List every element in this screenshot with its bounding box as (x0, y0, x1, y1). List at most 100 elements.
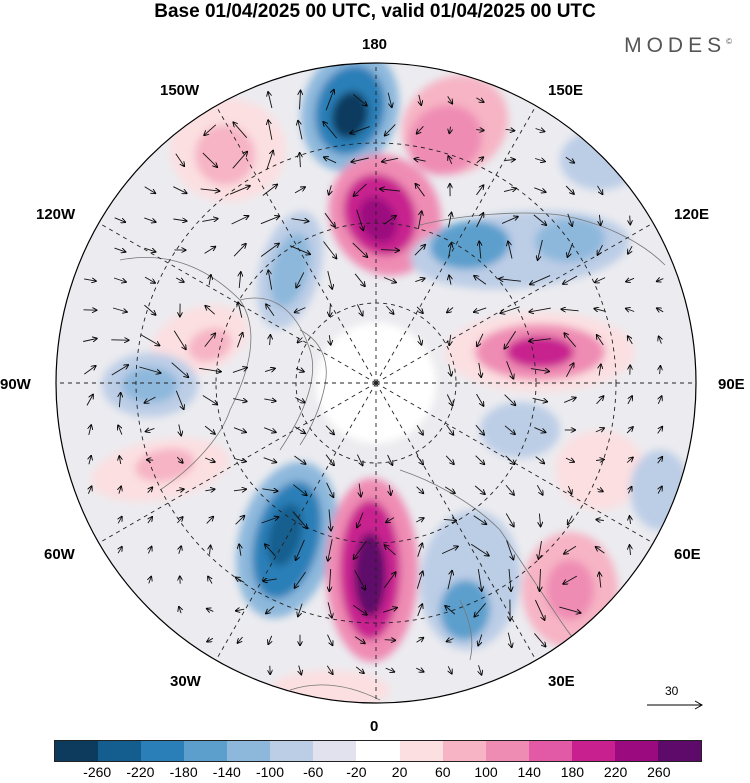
wind-vector (505, 129, 515, 130)
wind-vector (118, 547, 122, 554)
colorbar-segment (399, 741, 443, 761)
wind-vector (507, 632, 511, 648)
wind-vector (354, 570, 366, 589)
anomaly-contour (331, 91, 369, 139)
wind-vector (476, 157, 484, 164)
wind-vector (566, 363, 573, 378)
anomaly-contour (439, 580, 491, 640)
anomaly-contour (407, 104, 483, 176)
wind-vector (446, 424, 454, 435)
wind-vector (266, 304, 275, 316)
wind-vector (327, 270, 332, 289)
map-boundary (55, 62, 697, 704)
wind-vector (504, 425, 515, 434)
wind-vector (596, 547, 605, 554)
wind-vector (329, 509, 331, 531)
wind-vector (199, 367, 221, 371)
wind-vector (630, 516, 631, 524)
wind-vector (263, 579, 277, 581)
brand-mark: © (726, 37, 732, 46)
colorbar-segment (614, 741, 658, 761)
wind-vector (84, 366, 95, 375)
wind-vector (386, 517, 395, 523)
wind-vector (175, 390, 183, 409)
wind-vector (293, 484, 306, 496)
wind-vector (474, 603, 486, 616)
wind-vector (144, 304, 155, 315)
wind-vector (236, 578, 245, 583)
wind-vector (382, 157, 399, 161)
wind-vector (268, 120, 273, 140)
wind-vector (262, 185, 277, 196)
wind-vector (119, 456, 120, 464)
wind-vector (328, 539, 333, 561)
wind-vector (83, 339, 97, 342)
wind-vector (536, 484, 542, 495)
wind-vector (326, 482, 334, 497)
wind-vector (208, 577, 212, 584)
wind-vector (175, 278, 184, 282)
wind-vector (474, 276, 487, 285)
wind-vector (447, 96, 453, 103)
wind-vector (568, 485, 571, 494)
anomaly-contour (560, 130, 640, 190)
colorbar-segment (442, 741, 486, 761)
wind-vector (417, 125, 424, 133)
wind-vector (568, 515, 573, 525)
wind-vector (478, 634, 483, 646)
wind-vector (264, 368, 275, 371)
wind-vector (139, 366, 160, 373)
wind-vector (476, 213, 484, 228)
wind-vector (179, 546, 181, 554)
colorbar-tick-label: -20 (346, 764, 367, 780)
wind-vector (325, 454, 334, 466)
wind-vector (532, 397, 548, 401)
wind-vector (327, 602, 332, 617)
colorbar-tick-label: 220 (603, 764, 628, 780)
wind-vector (626, 309, 635, 312)
wind-vector (84, 279, 96, 281)
wind-vector (476, 98, 483, 102)
colorbar (54, 740, 702, 762)
wind-vector (294, 187, 305, 194)
lon-label-120w: 120W (36, 206, 76, 223)
wind-vector (296, 272, 305, 287)
anomaly-contour (195, 125, 255, 185)
wind-vector (144, 247, 156, 252)
wind-vector (626, 427, 633, 434)
wind-vector (533, 214, 546, 225)
wind-vector (389, 484, 391, 495)
wind-vector (382, 608, 397, 613)
anomaly-contour (354, 533, 386, 617)
colorbar-segment (571, 741, 615, 761)
wind-vector (628, 487, 631, 494)
wind-vector (444, 486, 455, 493)
wind-vector (298, 337, 303, 343)
wind-vector (235, 516, 245, 525)
wind-vector (171, 362, 189, 378)
colorbar-tick-label: 60 (435, 764, 451, 780)
wind-vector (476, 130, 484, 131)
lon-label-180: 180 (362, 36, 388, 53)
wind-vector (204, 333, 215, 347)
wind-vector (658, 396, 661, 404)
anomaly-contour (480, 402, 560, 458)
wind-vector (298, 603, 303, 617)
lon-label-150e: 150E (548, 82, 584, 99)
wind-vector (239, 544, 241, 556)
wind-vector (449, 334, 450, 345)
wind-vector (559, 606, 580, 613)
wind-vector (416, 486, 424, 494)
wind-vector (534, 159, 545, 162)
wind-vector (505, 484, 514, 495)
wind-vector (509, 568, 511, 591)
wind-vector (356, 209, 364, 231)
wind-vector (144, 186, 156, 194)
wind-vector (475, 424, 484, 435)
wind-vector (233, 427, 246, 433)
wind-vector (118, 425, 123, 435)
wind-vector (233, 244, 246, 257)
wind-vector (384, 640, 396, 641)
wind-vector (179, 607, 181, 614)
wind-vector (657, 279, 664, 282)
